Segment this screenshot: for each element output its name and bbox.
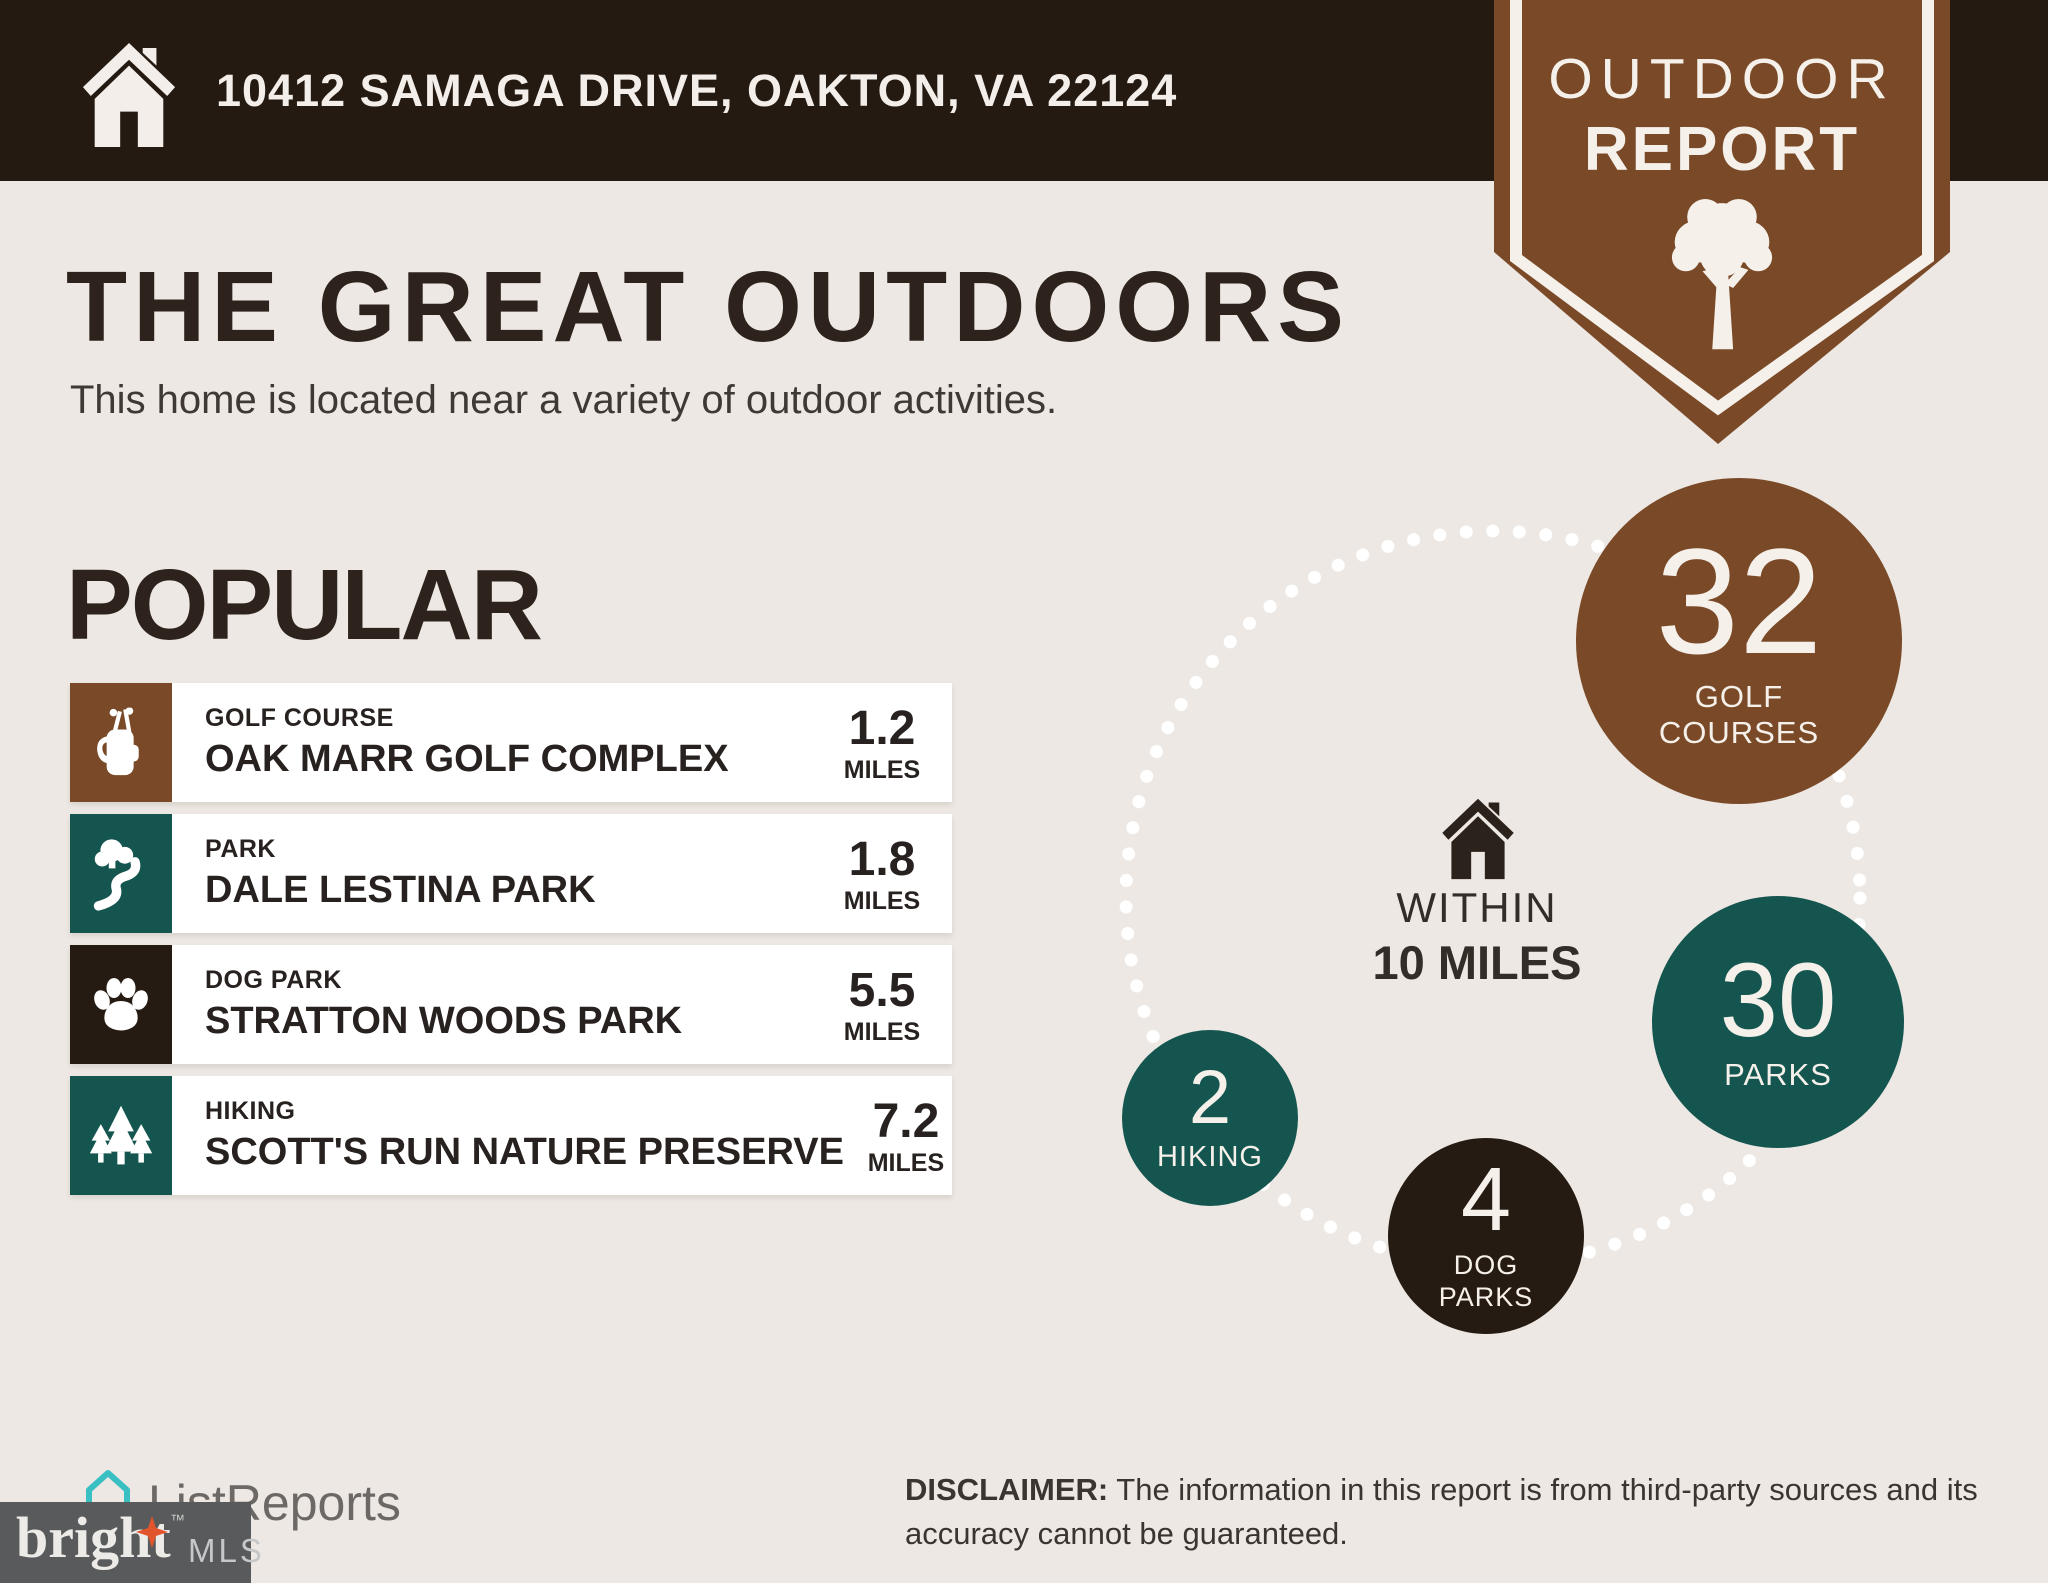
within-label: WITHIN (1396, 884, 1558, 931)
place-row-park: PARK DALE LESTINA PARK 1.8 MILES (70, 814, 952, 933)
place-name: STRATTON WOODS PARK (205, 1000, 683, 1042)
stat-label: GOLF COURSES (1658, 678, 1820, 751)
outdoor-report-badge: OUTDOOR REPORT (1494, 0, 1950, 456)
place-row-golf-course: GOLF COURSE OAK MARR GOLF COMPLEX 1.2 MI… (70, 683, 952, 802)
trademark-symbol: ™ (170, 1512, 185, 1529)
place-info: HIKING SCOTT'S RUN NATURE PRESERVE (172, 1076, 844, 1195)
stat-parks: 30 PARKS (1652, 896, 1904, 1148)
place-info: PARK DALE LESTINA PARK (172, 814, 596, 933)
place-distance: 1.2 MILES (820, 683, 952, 802)
badge-title-line2: REPORT (1583, 115, 1861, 184)
place-name: SCOTT'S RUN NATURE PRESERVE (205, 1131, 844, 1173)
popular-places-list: GOLF COURSE OAK MARR GOLF COMPLEX 1.2 MI… (70, 683, 952, 1207)
dotted-radius-ring (1119, 524, 1867, 1272)
distance-value: 1.2 (848, 701, 916, 755)
golf-bag-icon (70, 683, 172, 802)
stat-value: 32 (1655, 517, 1823, 686)
place-distance: 7.2 MILES (844, 1076, 976, 1195)
home-icon (80, 42, 178, 148)
park-tree-path-icon (70, 814, 172, 933)
stat-label: PARKS (1724, 1056, 1832, 1092)
place-info: GOLF COURSE OAK MARR GOLF COMPLEX (172, 683, 729, 802)
distance-unit: MILES (843, 1017, 921, 1046)
distance-value: 7.2 (872, 1094, 940, 1148)
badge-title-line1: OUTDOOR (1548, 47, 1896, 111)
stat-label: HIKING (1157, 1140, 1263, 1173)
ten-miles-label: 10 MILES (1372, 936, 1582, 989)
place-distance: 1.8 MILES (820, 814, 952, 933)
home-icon (1440, 798, 1516, 880)
disclaimer: DISCLAIMER: The information in this repo… (905, 1468, 1980, 1556)
stat-value: 30 (1719, 941, 1837, 1059)
stat-dog-parks: 4 DOG PARKS (1388, 1138, 1584, 1334)
place-row-hiking: HIKING SCOTT'S RUN NATURE PRESERVE 7.2 M… (70, 1076, 952, 1195)
place-name: DALE LESTINA PARK (205, 869, 596, 911)
place-category: DOG PARK (205, 966, 342, 994)
stat-value: 4 (1460, 1150, 1512, 1251)
pine-trees-icon (70, 1076, 172, 1195)
distance-value: 1.8 (848, 832, 916, 886)
distance-unit: MILES (843, 886, 921, 915)
place-category: HIKING (205, 1097, 296, 1125)
stat-hiking: 2 HIKING (1122, 1030, 1298, 1206)
page-title: THE GREAT OUTDOORS (66, 251, 1350, 363)
star-icon (136, 1516, 168, 1548)
disclaimer-text: The information in this report is from t… (905, 1472, 1978, 1552)
place-distance: 5.5 MILES (820, 945, 952, 1064)
property-address: 10412 SAMAGA DRIVE, OAKTON, VA 22124 (216, 64, 1178, 116)
popular-heading: POPULAR (66, 549, 543, 661)
place-name: OAK MARR GOLF COMPLEX (205, 738, 729, 780)
place-info: DOG PARK STRATTON WOODS PARK (172, 945, 682, 1064)
stat-label: DOG PARKS (1438, 1249, 1534, 1312)
tree-icon (1647, 192, 1797, 352)
page-subtitle: This home is located near a variety of o… (70, 378, 1058, 422)
mls-logo-text: MLS (188, 1532, 265, 1569)
distance-unit: MILES (843, 755, 921, 784)
place-category: PARK (205, 835, 276, 863)
bright-logo-text: bright (16, 1505, 171, 1570)
place-category: GOLF COURSE (205, 704, 394, 732)
place-row-dog-park: DOG PARK STRATTON WOODS PARK 5.5 MILES (70, 945, 952, 1064)
bright-mls-logo: bright ™ MLS (0, 1502, 262, 1583)
stat-value: 2 (1188, 1054, 1232, 1140)
stat-golf-courses: 32 GOLF COURSES (1576, 478, 1902, 804)
distance-value: 5.5 (848, 963, 916, 1017)
paw-icon (70, 945, 172, 1064)
distance-unit: MILES (867, 1148, 945, 1177)
radius-center-label: WITHIN 10 MILES (1347, 884, 1607, 990)
disclaimer-label: DISCLAIMER: (905, 1472, 1109, 1507)
